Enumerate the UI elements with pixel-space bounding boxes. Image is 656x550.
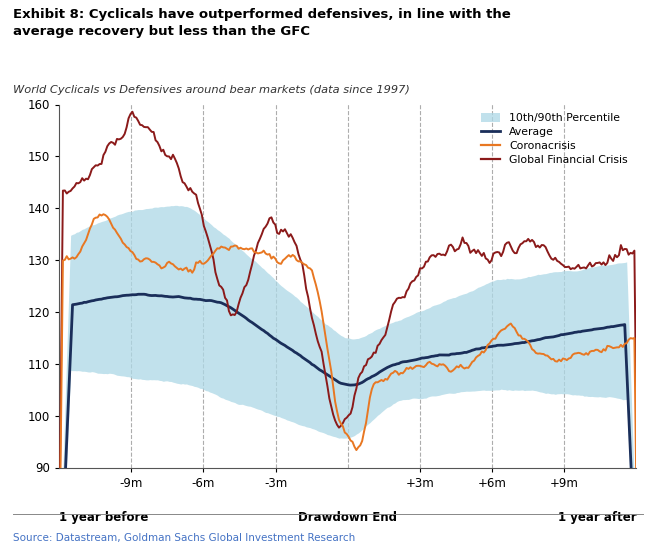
Text: 1 year after: 1 year after: [558, 511, 636, 524]
Text: Source: Datastream, Goldman Sachs Global Investment Research: Source: Datastream, Goldman Sachs Global…: [13, 534, 356, 543]
Text: World Cyclicals vs Defensives around bear markets (data since 1997): World Cyclicals vs Defensives around bea…: [13, 85, 410, 95]
Text: Exhibit 8: Cyclicals have outperformed defensives, in line with the
average reco: Exhibit 8: Cyclicals have outperformed d…: [13, 8, 511, 38]
Text: 1 year before: 1 year before: [59, 511, 148, 524]
Legend: 10th/90th Percentile, Average, Coronacrisis, Global Financial Crisis: 10th/90th Percentile, Average, Coronacri…: [478, 110, 631, 169]
Text: Drawdown End: Drawdown End: [298, 511, 397, 524]
